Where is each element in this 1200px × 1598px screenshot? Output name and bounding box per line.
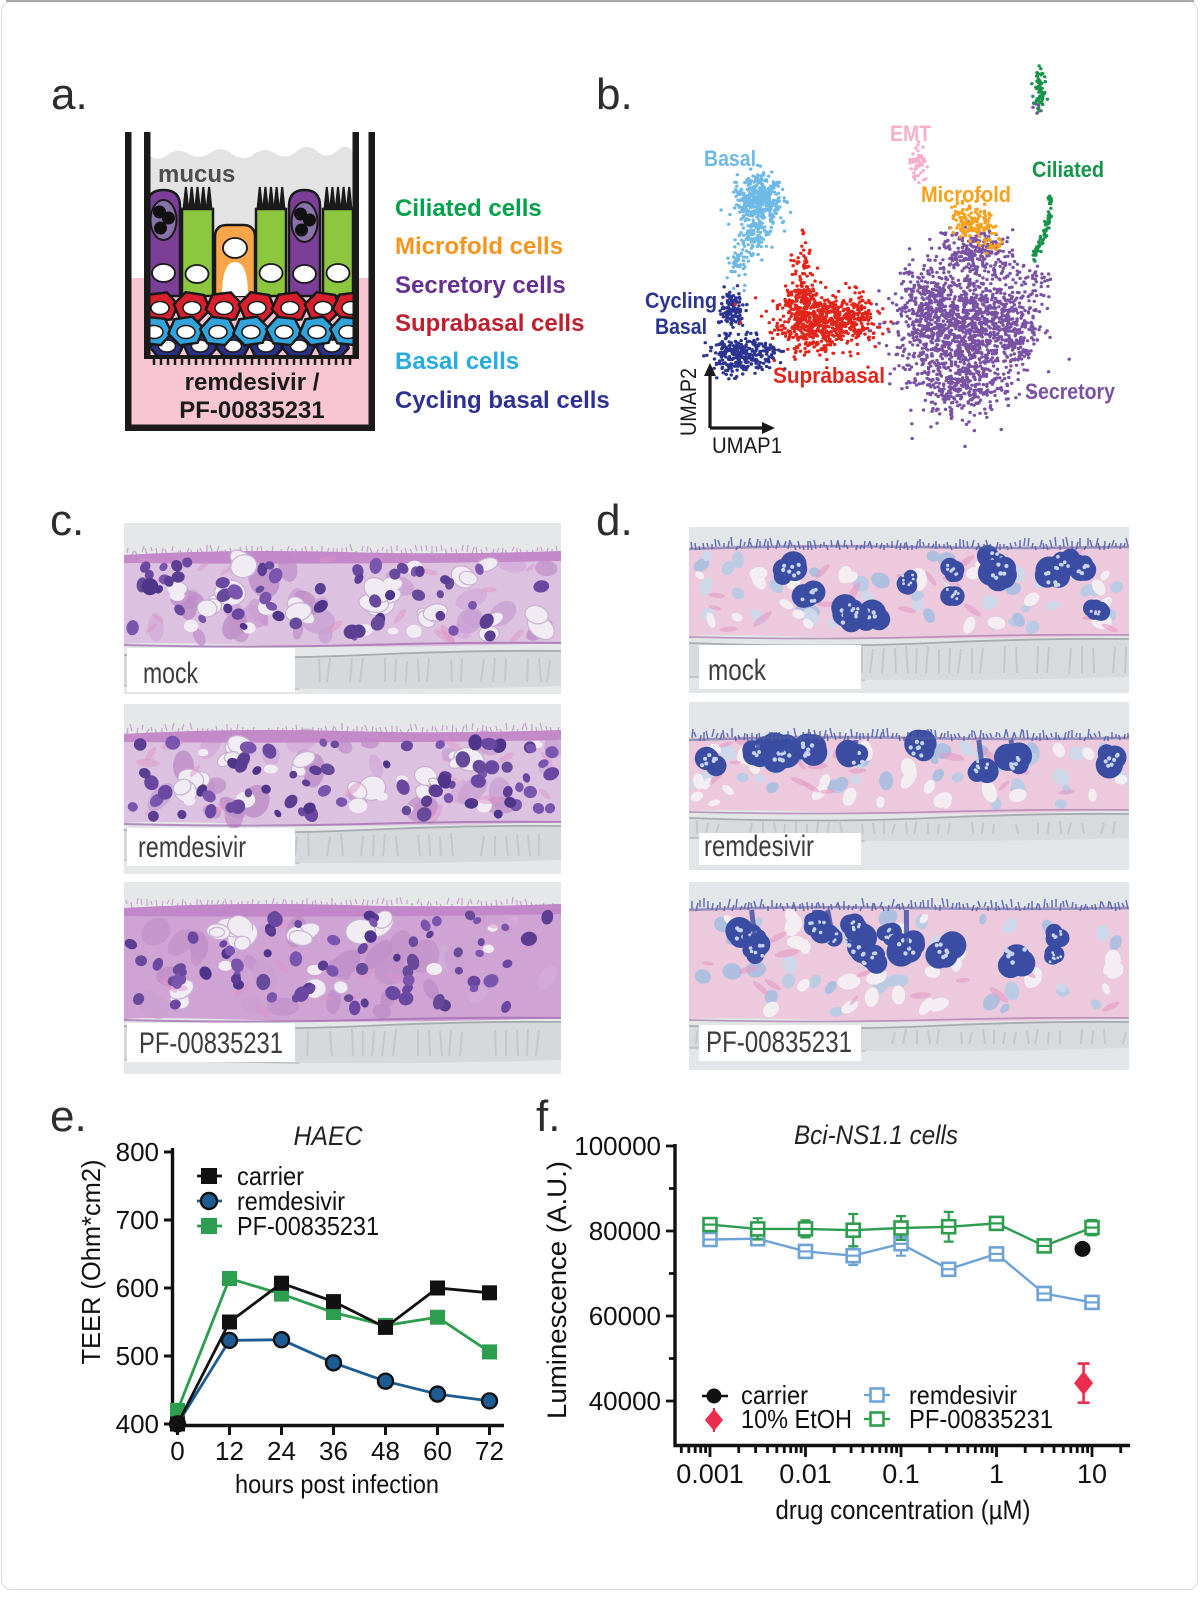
svg-text:mock: mock bbox=[708, 654, 767, 687]
svg-text:1: 1 bbox=[989, 1459, 1004, 1489]
svg-text:PF-00835231: PF-00835231 bbox=[909, 1404, 1053, 1434]
svg-text:PF-00835231: PF-00835231 bbox=[237, 1211, 379, 1241]
svg-text:80000: 80000 bbox=[589, 1216, 661, 1246]
svg-text:36: 36 bbox=[319, 1436, 348, 1466]
svg-text:Cycling: Cycling bbox=[645, 288, 717, 313]
svg-text:Ciliated: Ciliated bbox=[1032, 157, 1104, 182]
svg-text:100000: 100000 bbox=[574, 1131, 661, 1161]
svg-text:remdesivir: remdesivir bbox=[704, 830, 814, 863]
svg-text:12: 12 bbox=[215, 1436, 244, 1466]
svg-text:600: 600 bbox=[116, 1273, 159, 1303]
svg-text:10% EtOH: 10% EtOH bbox=[741, 1404, 852, 1434]
svg-text:500: 500 bbox=[116, 1341, 159, 1371]
svg-text:700: 700 bbox=[116, 1205, 159, 1235]
svg-text:0.1: 0.1 bbox=[882, 1459, 920, 1489]
svg-text:remdesivir: remdesivir bbox=[909, 1380, 1017, 1410]
svg-text:carrier: carrier bbox=[741, 1380, 808, 1410]
svg-text:mock: mock bbox=[143, 657, 199, 690]
svg-text:Basal: Basal bbox=[655, 314, 707, 339]
svg-text:48: 48 bbox=[371, 1436, 400, 1466]
svg-text:PF-00835231: PF-00835231 bbox=[179, 397, 324, 424]
svg-text:PF-00835231: PF-00835231 bbox=[706, 1026, 852, 1059]
svg-text:0.01: 0.01 bbox=[779, 1459, 832, 1489]
svg-text:EMT: EMT bbox=[890, 121, 931, 146]
svg-text:HAEC: HAEC bbox=[294, 1121, 363, 1151]
svg-text:800: 800 bbox=[116, 1137, 159, 1167]
svg-text:PF-00835231: PF-00835231 bbox=[139, 1027, 283, 1060]
svg-text:Secretory: Secretory bbox=[1025, 379, 1116, 404]
svg-text:remdesivir /: remdesivir / bbox=[185, 369, 320, 396]
svg-text:72: 72 bbox=[475, 1436, 504, 1466]
svg-text:UMAP2: UMAP2 bbox=[676, 368, 701, 436]
svg-text:drug concentration (µM): drug concentration (µM) bbox=[776, 1495, 1031, 1525]
svg-text:TEER (Ohm*cm2): TEER (Ohm*cm2) bbox=[76, 1160, 106, 1365]
svg-text:Bci-NS1.1 cells: Bci-NS1.1 cells bbox=[794, 1120, 958, 1150]
svg-text:60000: 60000 bbox=[589, 1301, 661, 1331]
svg-text:400: 400 bbox=[116, 1409, 159, 1439]
svg-text:carrier: carrier bbox=[237, 1161, 304, 1191]
svg-text:Microfold: Microfold bbox=[921, 182, 1011, 207]
svg-text:Suprabasal: Suprabasal bbox=[773, 363, 885, 388]
svg-text:0: 0 bbox=[170, 1436, 184, 1466]
svg-text:24: 24 bbox=[267, 1436, 296, 1466]
svg-text:40000: 40000 bbox=[589, 1386, 661, 1416]
svg-text:10: 10 bbox=[1077, 1459, 1107, 1489]
svg-text:remdesivir: remdesivir bbox=[138, 831, 246, 864]
svg-text:Basal: Basal bbox=[704, 146, 756, 171]
svg-text:remdesivir: remdesivir bbox=[237, 1186, 345, 1216]
svg-text:0.001: 0.001 bbox=[676, 1459, 744, 1489]
svg-text:60: 60 bbox=[423, 1436, 452, 1466]
svg-text:UMAP1: UMAP1 bbox=[712, 433, 782, 458]
svg-text:mucus: mucus bbox=[158, 161, 235, 188]
svg-text:hours post infection: hours post infection bbox=[235, 1469, 439, 1499]
svg-text:Luminescence (A.U.): Luminescence (A.U.) bbox=[542, 1161, 572, 1419]
